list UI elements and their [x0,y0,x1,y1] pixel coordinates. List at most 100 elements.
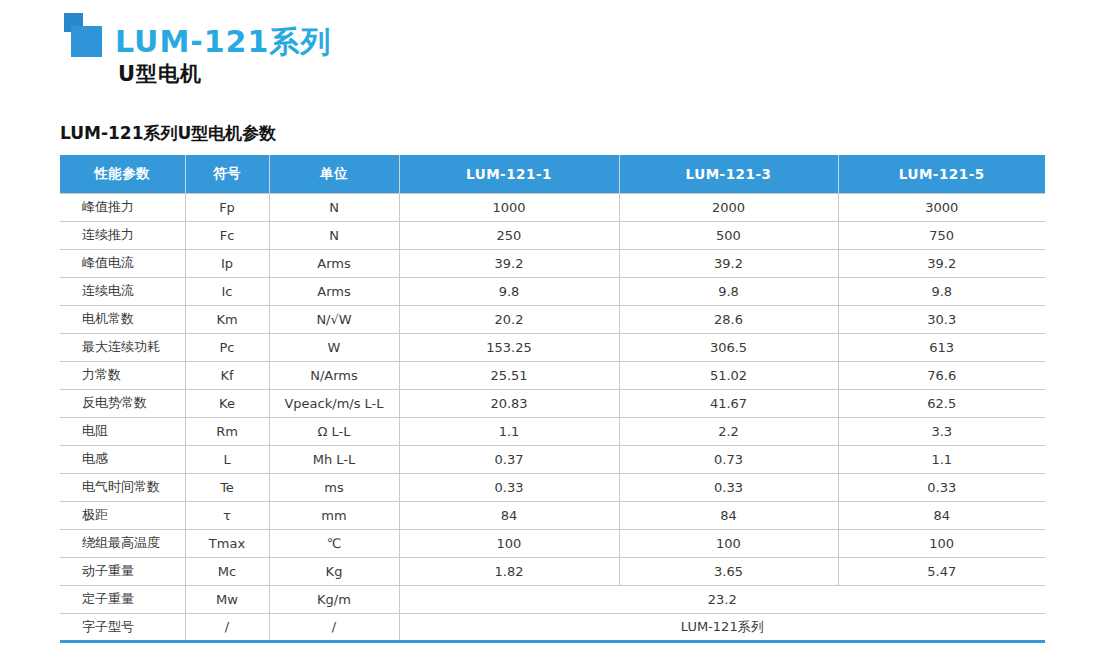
symbol-cell: Kf [185,361,269,389]
value-cell-model-0: 9.8 [399,277,619,305]
table-row: 峰值推力FpN100020003000 [60,193,1045,221]
table-row: 连续电流IcArms9.89.89.8 [60,277,1045,305]
column-header-0: 性能参数 [60,155,185,193]
table-row: 电气时间常数Tems0.330.330.33 [60,473,1045,501]
symbol-cell: Fp [185,193,269,221]
table-header: 性能参数符号单位LUM-121-1LUM-121-3LUM-121-5 [60,155,1045,193]
value-cell-model-1: 500 [619,221,838,249]
unit-cell: N [269,193,399,221]
table-row: 电机常数KmN/√W20.228.630.3 [60,305,1045,333]
symbol-cell: Mw [185,585,269,613]
table-row: 字子型号//LUM-121系列 [60,613,1045,641]
value-cell-model-1: 100 [619,529,838,557]
merged-value-cell: 23.2 [399,585,1045,613]
value-cell-model-2: 9.8 [838,277,1045,305]
column-header-2: 单位 [269,155,399,193]
symbol-cell: Fc [185,221,269,249]
value-cell-model-2: 0.33 [838,473,1045,501]
value-cell-model-1: 84 [619,501,838,529]
param-name-cell: 峰值电流 [60,249,185,277]
param-name-cell: 电气时间常数 [60,473,185,501]
value-cell-model-2: 30.3 [838,305,1045,333]
value-cell-model-0: 100 [399,529,619,557]
param-name-cell: 定子重量 [60,585,185,613]
symbol-cell: Km [185,305,269,333]
column-header-3: LUM-121-1 [399,155,619,193]
symbol-cell: Ke [185,389,269,417]
unit-cell: Mh L-L [269,445,399,473]
value-cell-model-0: 20.83 [399,389,619,417]
value-cell-model-2: 3000 [838,193,1045,221]
value-cell-model-1: 2.2 [619,417,838,445]
table-body: 峰值推力FpN100020003000连续推力FcN250500750峰值电流I… [60,193,1045,641]
value-cell-model-0: 39.2 [399,249,619,277]
value-cell-model-1: 39.2 [619,249,838,277]
value-cell-model-2: 5.47 [838,557,1045,585]
param-name-cell: 最大连续功耗 [60,333,185,361]
table-row: 力常数KfN/Arms25.5151.0276.6 [60,361,1045,389]
table-row: 电感LMh L-L0.370.731.1 [60,445,1045,473]
table-row: 最大连续功耗PcW153.25306.5613 [60,333,1045,361]
param-name-cell: 字子型号 [60,613,185,641]
unit-cell: ms [269,473,399,501]
table-header-row: 性能参数符号单位LUM-121-1LUM-121-3LUM-121-5 [60,155,1045,193]
param-name-cell: 连续电流 [60,277,185,305]
decorative-square-large [71,26,102,57]
value-cell-model-2: 84 [838,501,1045,529]
symbol-cell: Ip [185,249,269,277]
value-cell-model-1: 0.73 [619,445,838,473]
table-title: LUM-121系列U型电机参数 [60,122,276,145]
value-cell-model-0: 25.51 [399,361,619,389]
value-cell-model-0: 1.1 [399,417,619,445]
symbol-cell: / [185,613,269,641]
value-cell-model-0: 20.2 [399,305,619,333]
symbol-cell: Te [185,473,269,501]
unit-cell: / [269,613,399,641]
table-row: 峰值电流IpArms39.239.239.2 [60,249,1045,277]
table-row: 连续推力FcN250500750 [60,221,1045,249]
value-cell-model-1: 41.67 [619,389,838,417]
value-cell-model-2: 3.3 [838,417,1045,445]
unit-cell: N/√W [269,305,399,333]
param-name-cell: 电感 [60,445,185,473]
param-name-cell: 电机常数 [60,305,185,333]
value-cell-model-1: 3.65 [619,557,838,585]
value-cell-model-1: 28.6 [619,305,838,333]
merged-value-cell: LUM-121系列 [399,613,1045,641]
value-cell-model-0: 84 [399,501,619,529]
value-cell-model-1: 51.02 [619,361,838,389]
table-row: 电阻RmΩ L-L1.12.23.3 [60,417,1045,445]
value-cell-model-1: 306.5 [619,333,838,361]
symbol-cell: Mc [185,557,269,585]
value-cell-model-1: 0.33 [619,473,838,501]
value-cell-model-2: 1.1 [838,445,1045,473]
value-cell-model-2: 39.2 [838,249,1045,277]
value-cell-model-2: 613 [838,333,1045,361]
unit-cell: Ω L-L [269,417,399,445]
symbol-cell: Pc [185,333,269,361]
value-cell-model-2: 100 [838,529,1045,557]
value-cell-model-0: 0.37 [399,445,619,473]
column-header-1: 符号 [185,155,269,193]
unit-cell: Vpeack/m/s L-L [269,389,399,417]
symbol-cell: Ic [185,277,269,305]
column-header-5: LUM-121-5 [838,155,1045,193]
param-name-cell: 动子重量 [60,557,185,585]
unit-cell: ℃ [269,529,399,557]
unit-cell: N/Arms [269,361,399,389]
motor-type-subtitle: U型电机 [118,60,202,88]
unit-cell: Arms [269,249,399,277]
symbol-cell: τ [185,501,269,529]
param-name-cell: 极距 [60,501,185,529]
param-name-cell: 电阻 [60,417,185,445]
table-row: 定子重量MwKg/m23.2 [60,585,1045,613]
value-cell-model-1: 9.8 [619,277,838,305]
symbol-cell: L [185,445,269,473]
unit-cell: Arms [269,277,399,305]
unit-cell: W [269,333,399,361]
table-row: 绕组最高温度Tmax℃100100100 [60,529,1045,557]
value-cell-model-0: 1.82 [399,557,619,585]
value-cell-model-2: 76.6 [838,361,1045,389]
table-row: 反电势常数KeVpeack/m/s L-L20.8341.6762.5 [60,389,1045,417]
symbol-cell: Tmax [185,529,269,557]
